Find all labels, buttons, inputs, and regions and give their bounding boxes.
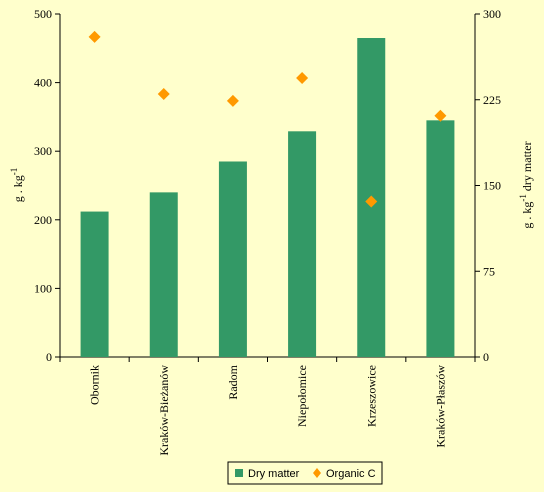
y-tick-label: 300 [34, 144, 52, 158]
labels-layer: 0 100 200 300 400 500 0 75 150 225 300 Obornik Krakó… [34, 7, 501, 456]
y-tick-label: 500 [34, 7, 52, 21]
legend-box [227, 461, 383, 485]
x-tick-label: Radom [226, 364, 240, 399]
y2-axis-title: g . kg-1 dry matter [518, 141, 534, 228]
y-axis-title: g . kg-1 [9, 168, 25, 203]
point-organic-c [157, 88, 170, 101]
x-tick-label: Obornik [88, 365, 102, 405]
point-organic-c [296, 72, 309, 85]
legend-label-organic-c: Organic C [326, 468, 376, 480]
axes-layer [55, 13, 480, 362]
plot-area [60, 14, 475, 357]
y2-tick-label: 300 [483, 7, 501, 21]
bar-dry-matter [426, 120, 455, 357]
points-layer [88, 30, 447, 208]
y2-tick-label: 0 [483, 350, 489, 364]
y2-axis-title-suffix: dry matter [520, 141, 534, 194]
point-organic-c [226, 94, 239, 107]
legend: Dry matter Organic C [227, 461, 383, 485]
bars-layer [80, 38, 455, 357]
y2-axis-title-main: g . kg [520, 202, 534, 229]
legend-label-dry-matter: Dry matter [248, 468, 300, 480]
x-tick-label: Niepołomice [295, 365, 309, 427]
y-axis-title-main: g . kg [11, 175, 25, 202]
y2-tick-label: 150 [483, 179, 501, 193]
y-tick-label: 400 [34, 76, 52, 90]
x-tick-label: Kraków-Płaszów [433, 365, 447, 448]
legend-swatch-dry-matter [235, 469, 243, 477]
point-organic-c [434, 109, 447, 122]
bar-dry-matter [80, 211, 109, 357]
x-tick-label: Kraków-Bieżanów [157, 365, 171, 456]
bar-dry-matter [288, 131, 317, 357]
bar-dry-matter [149, 192, 178, 357]
y-axis-title-sup: -1 [9, 168, 19, 176]
legend-swatch-organic-c [313, 468, 321, 478]
point-organic-c [365, 195, 378, 208]
bar-dry-matter [218, 161, 247, 357]
y-tick-label: 200 [34, 213, 52, 227]
y-tick-label: 0 [46, 350, 52, 364]
y-tick-label: 100 [34, 281, 52, 295]
x-tick-label: Krzeszowice [364, 365, 378, 427]
y2-tick-label: 225 [483, 93, 501, 107]
y2-tick-label: 75 [483, 264, 495, 278]
y2-axis-title-sup: -1 [518, 194, 528, 202]
point-organic-c [88, 30, 101, 43]
